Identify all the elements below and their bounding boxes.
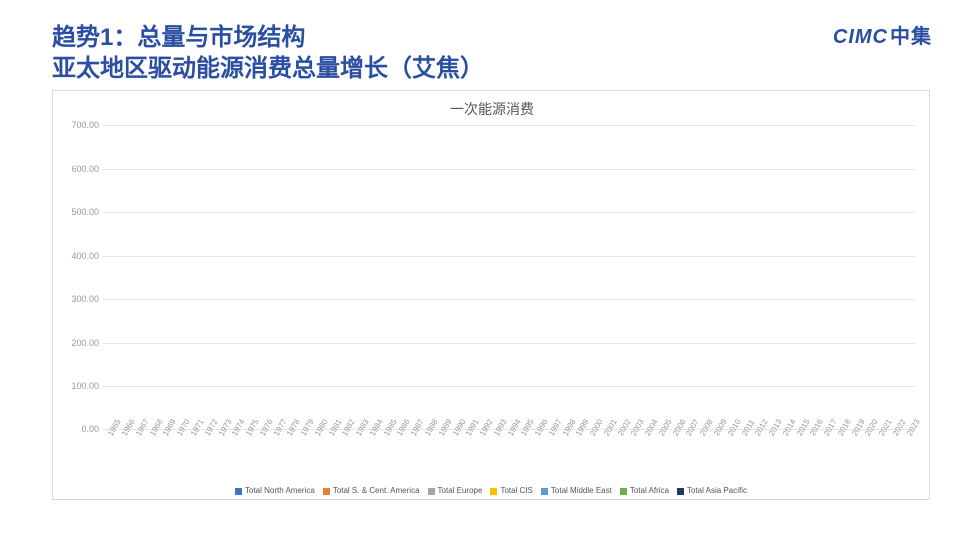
grid-line xyxy=(103,343,915,344)
grid-line xyxy=(103,299,915,300)
legend-label: Total Europe xyxy=(438,486,483,495)
legend-item: Total Africa xyxy=(620,486,669,495)
bars-layer xyxy=(103,125,915,429)
legend-swatch xyxy=(490,488,497,495)
legend-swatch xyxy=(677,488,684,495)
legend-swatch xyxy=(235,488,242,495)
y-tick-label: 200.00 xyxy=(59,338,99,348)
legend-label: Total CIS xyxy=(500,486,532,495)
grid-line xyxy=(103,212,915,213)
grid-line xyxy=(103,386,915,387)
grid-line xyxy=(103,256,915,257)
y-tick-label: 300.00 xyxy=(59,294,99,304)
page-title: 趋势1：总量与市场结构 亚太地区驱动能源消费总量增长（艾焦） xyxy=(52,22,920,84)
legend-item: Total CIS xyxy=(490,486,532,495)
y-tick-label: 500.00 xyxy=(59,207,99,217)
title-line-1: 趋势1：总量与市场结构 xyxy=(52,22,920,53)
title-line-2: 亚太地区驱动能源消费总量增长（艾焦） xyxy=(52,53,920,84)
legend-item: Total S. & Cent. America xyxy=(323,486,420,495)
x-axis-labels: 1965196619671968196919701971197219731974… xyxy=(103,431,915,471)
plot-area: 0.00100.00200.00300.00400.00500.00600.00… xyxy=(103,125,915,429)
legend-item: Total Middle East xyxy=(541,486,612,495)
chart-container: 一次能源消费 0.00100.00200.00300.00400.00500.0… xyxy=(52,90,930,500)
legend-swatch xyxy=(428,488,435,495)
legend-swatch xyxy=(541,488,548,495)
legend-item: Total Asia Pacific xyxy=(677,486,747,495)
legend-label: Total North America xyxy=(245,486,315,495)
legend-swatch xyxy=(620,488,627,495)
legend-label: Total Middle East xyxy=(551,486,612,495)
y-tick-label: 600.00 xyxy=(59,164,99,174)
grid-line xyxy=(103,125,915,126)
legend-label: Total Asia Pacific xyxy=(687,486,747,495)
y-tick-label: 0.00 xyxy=(59,424,99,434)
legend-label: Total S. & Cent. America xyxy=(333,486,420,495)
y-tick-label: 100.00 xyxy=(59,381,99,391)
logo-zh: 中集 xyxy=(890,26,932,48)
logo-en: CIMC xyxy=(833,26,888,48)
legend-swatch xyxy=(323,488,330,495)
legend-item: Total Europe xyxy=(428,486,483,495)
y-tick-label: 400.00 xyxy=(59,251,99,261)
legend: Total North America Total S. & Cent. Amer… xyxy=(53,486,929,495)
grid-line xyxy=(103,169,915,170)
logo: CIMC中集 xyxy=(833,20,932,49)
legend-label: Total Africa xyxy=(630,486,669,495)
legend-item: Total North America xyxy=(235,486,315,495)
chart-title: 一次能源消费 xyxy=(65,99,919,119)
y-tick-label: 700.00 xyxy=(59,120,99,130)
